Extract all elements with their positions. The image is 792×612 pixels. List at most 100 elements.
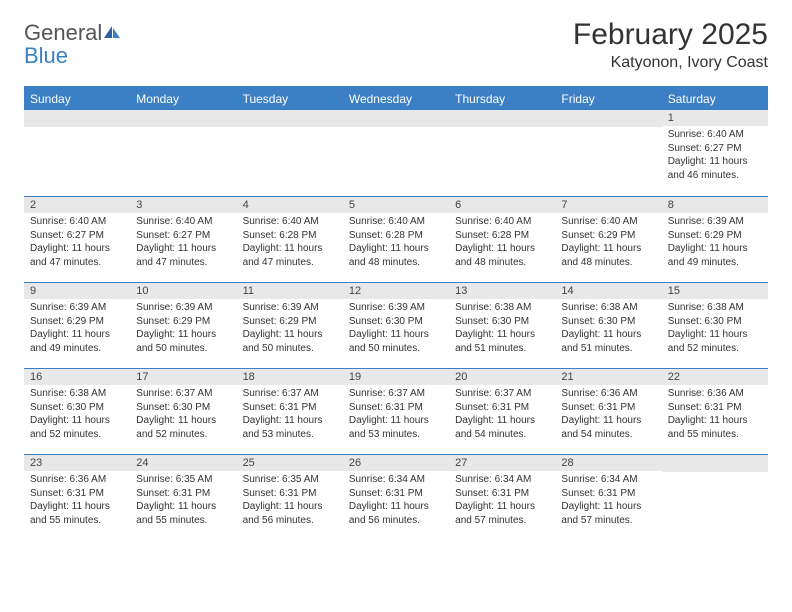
calendar-cell: 11Sunrise: 6:39 AMSunset: 6:29 PMDayligh… bbox=[237, 282, 343, 368]
title-block: February 2025 Katyonon, Ivory Coast bbox=[573, 18, 768, 72]
day-number bbox=[130, 110, 236, 127]
calendar-cell: 13Sunrise: 6:38 AMSunset: 6:30 PMDayligh… bbox=[449, 282, 555, 368]
day-content: Sunrise: 6:39 AMSunset: 6:29 PMDaylight:… bbox=[130, 299, 236, 359]
calendar-cell: 4Sunrise: 6:40 AMSunset: 6:28 PMDaylight… bbox=[237, 196, 343, 282]
day-number: 3 bbox=[130, 197, 236, 213]
day-number: 23 bbox=[24, 455, 130, 471]
calendar-cell: 21Sunrise: 6:36 AMSunset: 6:31 PMDayligh… bbox=[555, 368, 661, 454]
day-number: 26 bbox=[343, 455, 449, 471]
day-number: 9 bbox=[24, 283, 130, 299]
calendar-cell: 14Sunrise: 6:38 AMSunset: 6:30 PMDayligh… bbox=[555, 282, 661, 368]
day-number: 18 bbox=[237, 369, 343, 385]
day-number: 24 bbox=[130, 455, 236, 471]
location: Katyonon, Ivory Coast bbox=[573, 54, 768, 72]
calendar-cell: 10Sunrise: 6:39 AMSunset: 6:29 PMDayligh… bbox=[130, 282, 236, 368]
day-number: 5 bbox=[343, 197, 449, 213]
day-content: Sunrise: 6:40 AMSunset: 6:27 PMDaylight:… bbox=[130, 213, 236, 273]
day-content: Sunrise: 6:36 AMSunset: 6:31 PMDaylight:… bbox=[662, 385, 768, 445]
day-number: 25 bbox=[237, 455, 343, 471]
day-number: 28 bbox=[555, 455, 661, 471]
day-number bbox=[449, 110, 555, 127]
day-number: 17 bbox=[130, 369, 236, 385]
day-content: Sunrise: 6:34 AMSunset: 6:31 PMDaylight:… bbox=[343, 471, 449, 531]
day-content: Sunrise: 6:38 AMSunset: 6:30 PMDaylight:… bbox=[24, 385, 130, 445]
day-content: Sunrise: 6:34 AMSunset: 6:31 PMDaylight:… bbox=[555, 471, 661, 531]
calendar-header-cell: Wednesday bbox=[343, 88, 449, 110]
header: General Blue February 2025 Katyonon, Ivo… bbox=[24, 18, 768, 72]
day-number: 19 bbox=[343, 369, 449, 385]
calendar-cell: 25Sunrise: 6:35 AMSunset: 6:31 PMDayligh… bbox=[237, 454, 343, 540]
day-number: 27 bbox=[449, 455, 555, 471]
day-number: 1 bbox=[662, 110, 768, 126]
day-content: Sunrise: 6:40 AMSunset: 6:29 PMDaylight:… bbox=[555, 213, 661, 273]
day-content: Sunrise: 6:39 AMSunset: 6:29 PMDaylight:… bbox=[662, 213, 768, 273]
day-content: Sunrise: 6:39 AMSunset: 6:30 PMDaylight:… bbox=[343, 299, 449, 359]
calendar-cell: 17Sunrise: 6:37 AMSunset: 6:30 PMDayligh… bbox=[130, 368, 236, 454]
day-number: 20 bbox=[449, 369, 555, 385]
calendar-cell: 15Sunrise: 6:38 AMSunset: 6:30 PMDayligh… bbox=[662, 282, 768, 368]
day-number: 21 bbox=[555, 369, 661, 385]
calendar-cell bbox=[662, 454, 768, 540]
day-content: Sunrise: 6:36 AMSunset: 6:31 PMDaylight:… bbox=[24, 471, 130, 531]
day-content: Sunrise: 6:40 AMSunset: 6:27 PMDaylight:… bbox=[662, 126, 768, 186]
day-content: Sunrise: 6:38 AMSunset: 6:30 PMDaylight:… bbox=[555, 299, 661, 359]
calendar-cell: 24Sunrise: 6:35 AMSunset: 6:31 PMDayligh… bbox=[130, 454, 236, 540]
calendar-header-row: SundayMondayTuesdayWednesdayThursdayFrid… bbox=[24, 88, 768, 110]
calendar-cell bbox=[130, 110, 236, 196]
day-content: Sunrise: 6:38 AMSunset: 6:30 PMDaylight:… bbox=[662, 299, 768, 359]
calendar-cell: 28Sunrise: 6:34 AMSunset: 6:31 PMDayligh… bbox=[555, 454, 661, 540]
day-number: 8 bbox=[662, 197, 768, 213]
calendar-cell: 27Sunrise: 6:34 AMSunset: 6:31 PMDayligh… bbox=[449, 454, 555, 540]
day-number: 2 bbox=[24, 197, 130, 213]
day-number: 4 bbox=[237, 197, 343, 213]
calendar-cell: 9Sunrise: 6:39 AMSunset: 6:29 PMDaylight… bbox=[24, 282, 130, 368]
day-number: 13 bbox=[449, 283, 555, 299]
calendar-cell: 19Sunrise: 6:37 AMSunset: 6:31 PMDayligh… bbox=[343, 368, 449, 454]
calendar-body: 1Sunrise: 6:40 AMSunset: 6:27 PMDaylight… bbox=[24, 110, 768, 540]
day-content: Sunrise: 6:40 AMSunset: 6:28 PMDaylight:… bbox=[449, 213, 555, 273]
day-number: 22 bbox=[662, 369, 768, 385]
day-content: Sunrise: 6:37 AMSunset: 6:31 PMDaylight:… bbox=[237, 385, 343, 445]
calendar-cell: 6Sunrise: 6:40 AMSunset: 6:28 PMDaylight… bbox=[449, 196, 555, 282]
day-number: 10 bbox=[130, 283, 236, 299]
day-number bbox=[343, 110, 449, 127]
calendar-cell bbox=[555, 110, 661, 196]
day-content: Sunrise: 6:37 AMSunset: 6:31 PMDaylight:… bbox=[449, 385, 555, 445]
calendar-cell: 23Sunrise: 6:36 AMSunset: 6:31 PMDayligh… bbox=[24, 454, 130, 540]
calendar-cell: 5Sunrise: 6:40 AMSunset: 6:28 PMDaylight… bbox=[343, 196, 449, 282]
day-number: 6 bbox=[449, 197, 555, 213]
calendar-cell: 7Sunrise: 6:40 AMSunset: 6:29 PMDaylight… bbox=[555, 196, 661, 282]
calendar-header-cell: Thursday bbox=[449, 88, 555, 110]
logo-text-general: General bbox=[24, 20, 102, 45]
day-number: 16 bbox=[24, 369, 130, 385]
day-content: Sunrise: 6:40 AMSunset: 6:28 PMDaylight:… bbox=[237, 213, 343, 273]
day-content: Sunrise: 6:34 AMSunset: 6:31 PMDaylight:… bbox=[449, 471, 555, 531]
day-number: 12 bbox=[343, 283, 449, 299]
logo: General Blue bbox=[24, 18, 122, 68]
day-number bbox=[662, 455, 768, 472]
calendar-cell: 22Sunrise: 6:36 AMSunset: 6:31 PMDayligh… bbox=[662, 368, 768, 454]
calendar-cell: 20Sunrise: 6:37 AMSunset: 6:31 PMDayligh… bbox=[449, 368, 555, 454]
day-content: Sunrise: 6:40 AMSunset: 6:27 PMDaylight:… bbox=[24, 213, 130, 273]
day-content: Sunrise: 6:37 AMSunset: 6:31 PMDaylight:… bbox=[343, 385, 449, 445]
day-content: Sunrise: 6:39 AMSunset: 6:29 PMDaylight:… bbox=[24, 299, 130, 359]
month-title: February 2025 bbox=[573, 18, 768, 52]
day-content: Sunrise: 6:39 AMSunset: 6:29 PMDaylight:… bbox=[237, 299, 343, 359]
logo-sail-icon bbox=[102, 24, 122, 45]
calendar-cell bbox=[449, 110, 555, 196]
calendar-cell: 26Sunrise: 6:34 AMSunset: 6:31 PMDayligh… bbox=[343, 454, 449, 540]
calendar-header-cell: Saturday bbox=[662, 88, 768, 110]
day-number: 7 bbox=[555, 197, 661, 213]
logo-text-blue: Blue bbox=[24, 43, 68, 68]
calendar-header-cell: Sunday bbox=[24, 88, 130, 110]
calendar-header-cell: Monday bbox=[130, 88, 236, 110]
calendar-cell: 8Sunrise: 6:39 AMSunset: 6:29 PMDaylight… bbox=[662, 196, 768, 282]
calendar-cell: 2Sunrise: 6:40 AMSunset: 6:27 PMDaylight… bbox=[24, 196, 130, 282]
day-content: Sunrise: 6:37 AMSunset: 6:30 PMDaylight:… bbox=[130, 385, 236, 445]
day-content: Sunrise: 6:38 AMSunset: 6:30 PMDaylight:… bbox=[449, 299, 555, 359]
calendar-header-cell: Friday bbox=[555, 88, 661, 110]
day-number bbox=[555, 110, 661, 127]
calendar: SundayMondayTuesdayWednesdayThursdayFrid… bbox=[24, 86, 768, 540]
logo-text-block: General Blue bbox=[24, 22, 122, 68]
day-content: Sunrise: 6:36 AMSunset: 6:31 PMDaylight:… bbox=[555, 385, 661, 445]
